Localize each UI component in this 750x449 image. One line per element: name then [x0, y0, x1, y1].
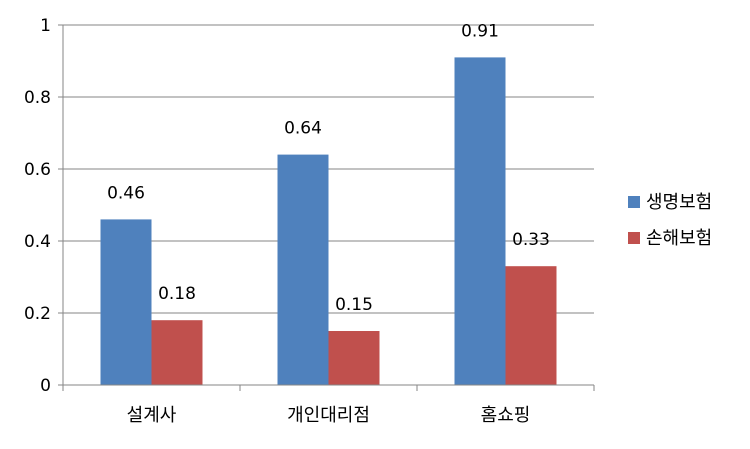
- data-label: 0.33: [512, 230, 550, 250]
- y-tick-label: 0.6: [24, 160, 51, 180]
- bar: [151, 320, 203, 385]
- category-label: 설계사: [127, 405, 177, 426]
- bar: [100, 219, 152, 385]
- y-tick-label: 0: [40, 376, 51, 396]
- category-label: 개인대리점: [287, 405, 370, 426]
- y-tick-label: 0.4: [24, 232, 51, 252]
- bar: [277, 154, 329, 385]
- bar: [328, 331, 380, 385]
- legend-swatch: [628, 196, 640, 208]
- legend-entry: 손해보험: [646, 228, 712, 249]
- x-axis: [62, 25, 595, 391]
- bars: [100, 57, 557, 386]
- category-labels: 설계사 개인대리점 홈쇼핑: [127, 405, 531, 426]
- data-label: 0.64: [284, 119, 322, 139]
- y-tick-label: 1: [40, 16, 51, 36]
- y-axis-ticks: 0 0.2 0.4 0.6 0.8 1: [24, 16, 63, 396]
- data-labels: 0.46 0.64 0.91 0.18 0.15 0.33: [107, 21, 550, 315]
- legend-swatch: [628, 232, 640, 244]
- data-label: 0.18: [158, 284, 196, 304]
- y-tick-label: 0.8: [24, 88, 51, 108]
- data-label: 0.15: [335, 295, 373, 315]
- legend-entry: 생명보험: [646, 192, 712, 213]
- data-label: 0.91: [461, 21, 499, 41]
- bar: [454, 57, 506, 386]
- data-label: 0.46: [107, 183, 145, 203]
- y-tick-label: 0.2: [24, 304, 51, 324]
- bar: [505, 266, 557, 385]
- category-label: 홈쇼핑: [481, 405, 531, 426]
